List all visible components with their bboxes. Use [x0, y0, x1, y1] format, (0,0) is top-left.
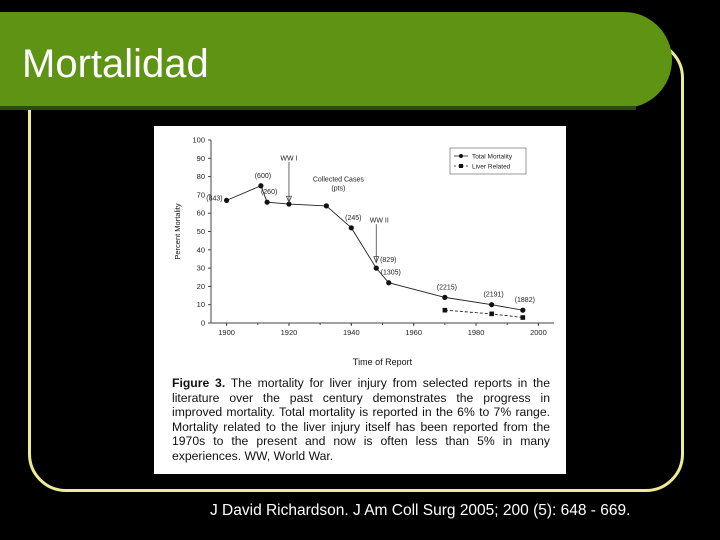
y-tick-label: 90: [197, 154, 205, 163]
slide-title: Mortalidad: [22, 42, 209, 86]
x-axis-label: Time of Report: [353, 357, 413, 367]
data-point: [348, 225, 354, 231]
annotation-arrowhead: [285, 195, 293, 204]
data-label: (245): [345, 215, 361, 222]
data-label: (1882): [515, 297, 535, 304]
legend-box: [449, 147, 527, 175]
y-tick-label: 10: [197, 300, 205, 309]
annotation-pts: (pts): [331, 186, 345, 193]
data-point: [223, 197, 230, 203]
x-tick-label: 1900: [218, 328, 235, 337]
y-tick-label: 30: [197, 264, 205, 273]
annotation-collected-cases: Collected Cases: [313, 176, 364, 183]
data-point: [264, 199, 270, 205]
data-point: [489, 311, 494, 317]
data-point: [442, 307, 448, 313]
data-label: (600): [255, 173, 271, 180]
data-label: (843): [206, 195, 222, 202]
y-tick-label: 50: [197, 227, 205, 236]
caption-label: Figure 3.: [172, 376, 226, 390]
annotation-ww2: WW II: [370, 218, 389, 225]
y-tick-label: 80: [197, 172, 205, 181]
caption-text: The mortality for liver injury from sele…: [172, 376, 550, 463]
data-label: (260): [261, 189, 277, 196]
y-tick-label: 0: [201, 319, 205, 328]
data-point: [286, 201, 292, 207]
y-tick-label: 100: [192, 136, 205, 145]
series-line: [444, 309, 523, 318]
y-tick-label: 60: [197, 209, 205, 218]
legend-label: Total Mortality: [472, 154, 513, 161]
annotation-829: (829): [380, 257, 396, 264]
x-tick-label: 2000: [530, 328, 547, 337]
data-point: [442, 294, 448, 300]
data-label: (2215): [437, 284, 457, 291]
y-tick-label: 20: [197, 282, 205, 291]
series-line: [226, 185, 523, 311]
data-label: (2191): [484, 292, 504, 299]
data-point: [520, 307, 526, 313]
y-tick-label: 40: [197, 245, 205, 254]
x-tick-label: 1960: [405, 328, 422, 337]
x-tick-label: 1980: [468, 328, 485, 337]
data-point: [386, 280, 392, 286]
legend-marker: [459, 154, 463, 158]
data-label: (1305): [381, 270, 401, 277]
data-point: [489, 302, 495, 308]
legend-label: Liver Related: [472, 164, 511, 171]
annotation-arrowhead: [373, 256, 380, 264]
title-underline: [0, 106, 636, 110]
y-axis-label: Percent Mortality: [173, 203, 182, 260]
data-point: [323, 203, 329, 209]
annotation-ww1: WW I: [280, 155, 297, 162]
figure-caption: Figure 3. The mortality for liver injury…: [172, 376, 550, 464]
mortality-chart: 0 10 20 30 40 50 60 70 80 90 100 1900 1920 1940 1960 19…: [173, 136, 554, 367]
data-point: [373, 265, 379, 271]
title-bar: Mortalidad: [0, 12, 672, 110]
legend-marker: [459, 164, 463, 168]
data-point: [258, 183, 264, 189]
x-tick-label: 1920: [281, 328, 298, 337]
figure-panel: 0 10 20 30 40 50 60 70 80 90 100 1900 1920 1940 1960 19…: [154, 126, 566, 474]
x-tick-label: 1940: [343, 328, 360, 337]
y-tick-label: 70: [197, 190, 205, 199]
citation: J David Richardson. J Am Coll Surg 2005;…: [210, 502, 631, 519]
data-point: [520, 315, 526, 320]
